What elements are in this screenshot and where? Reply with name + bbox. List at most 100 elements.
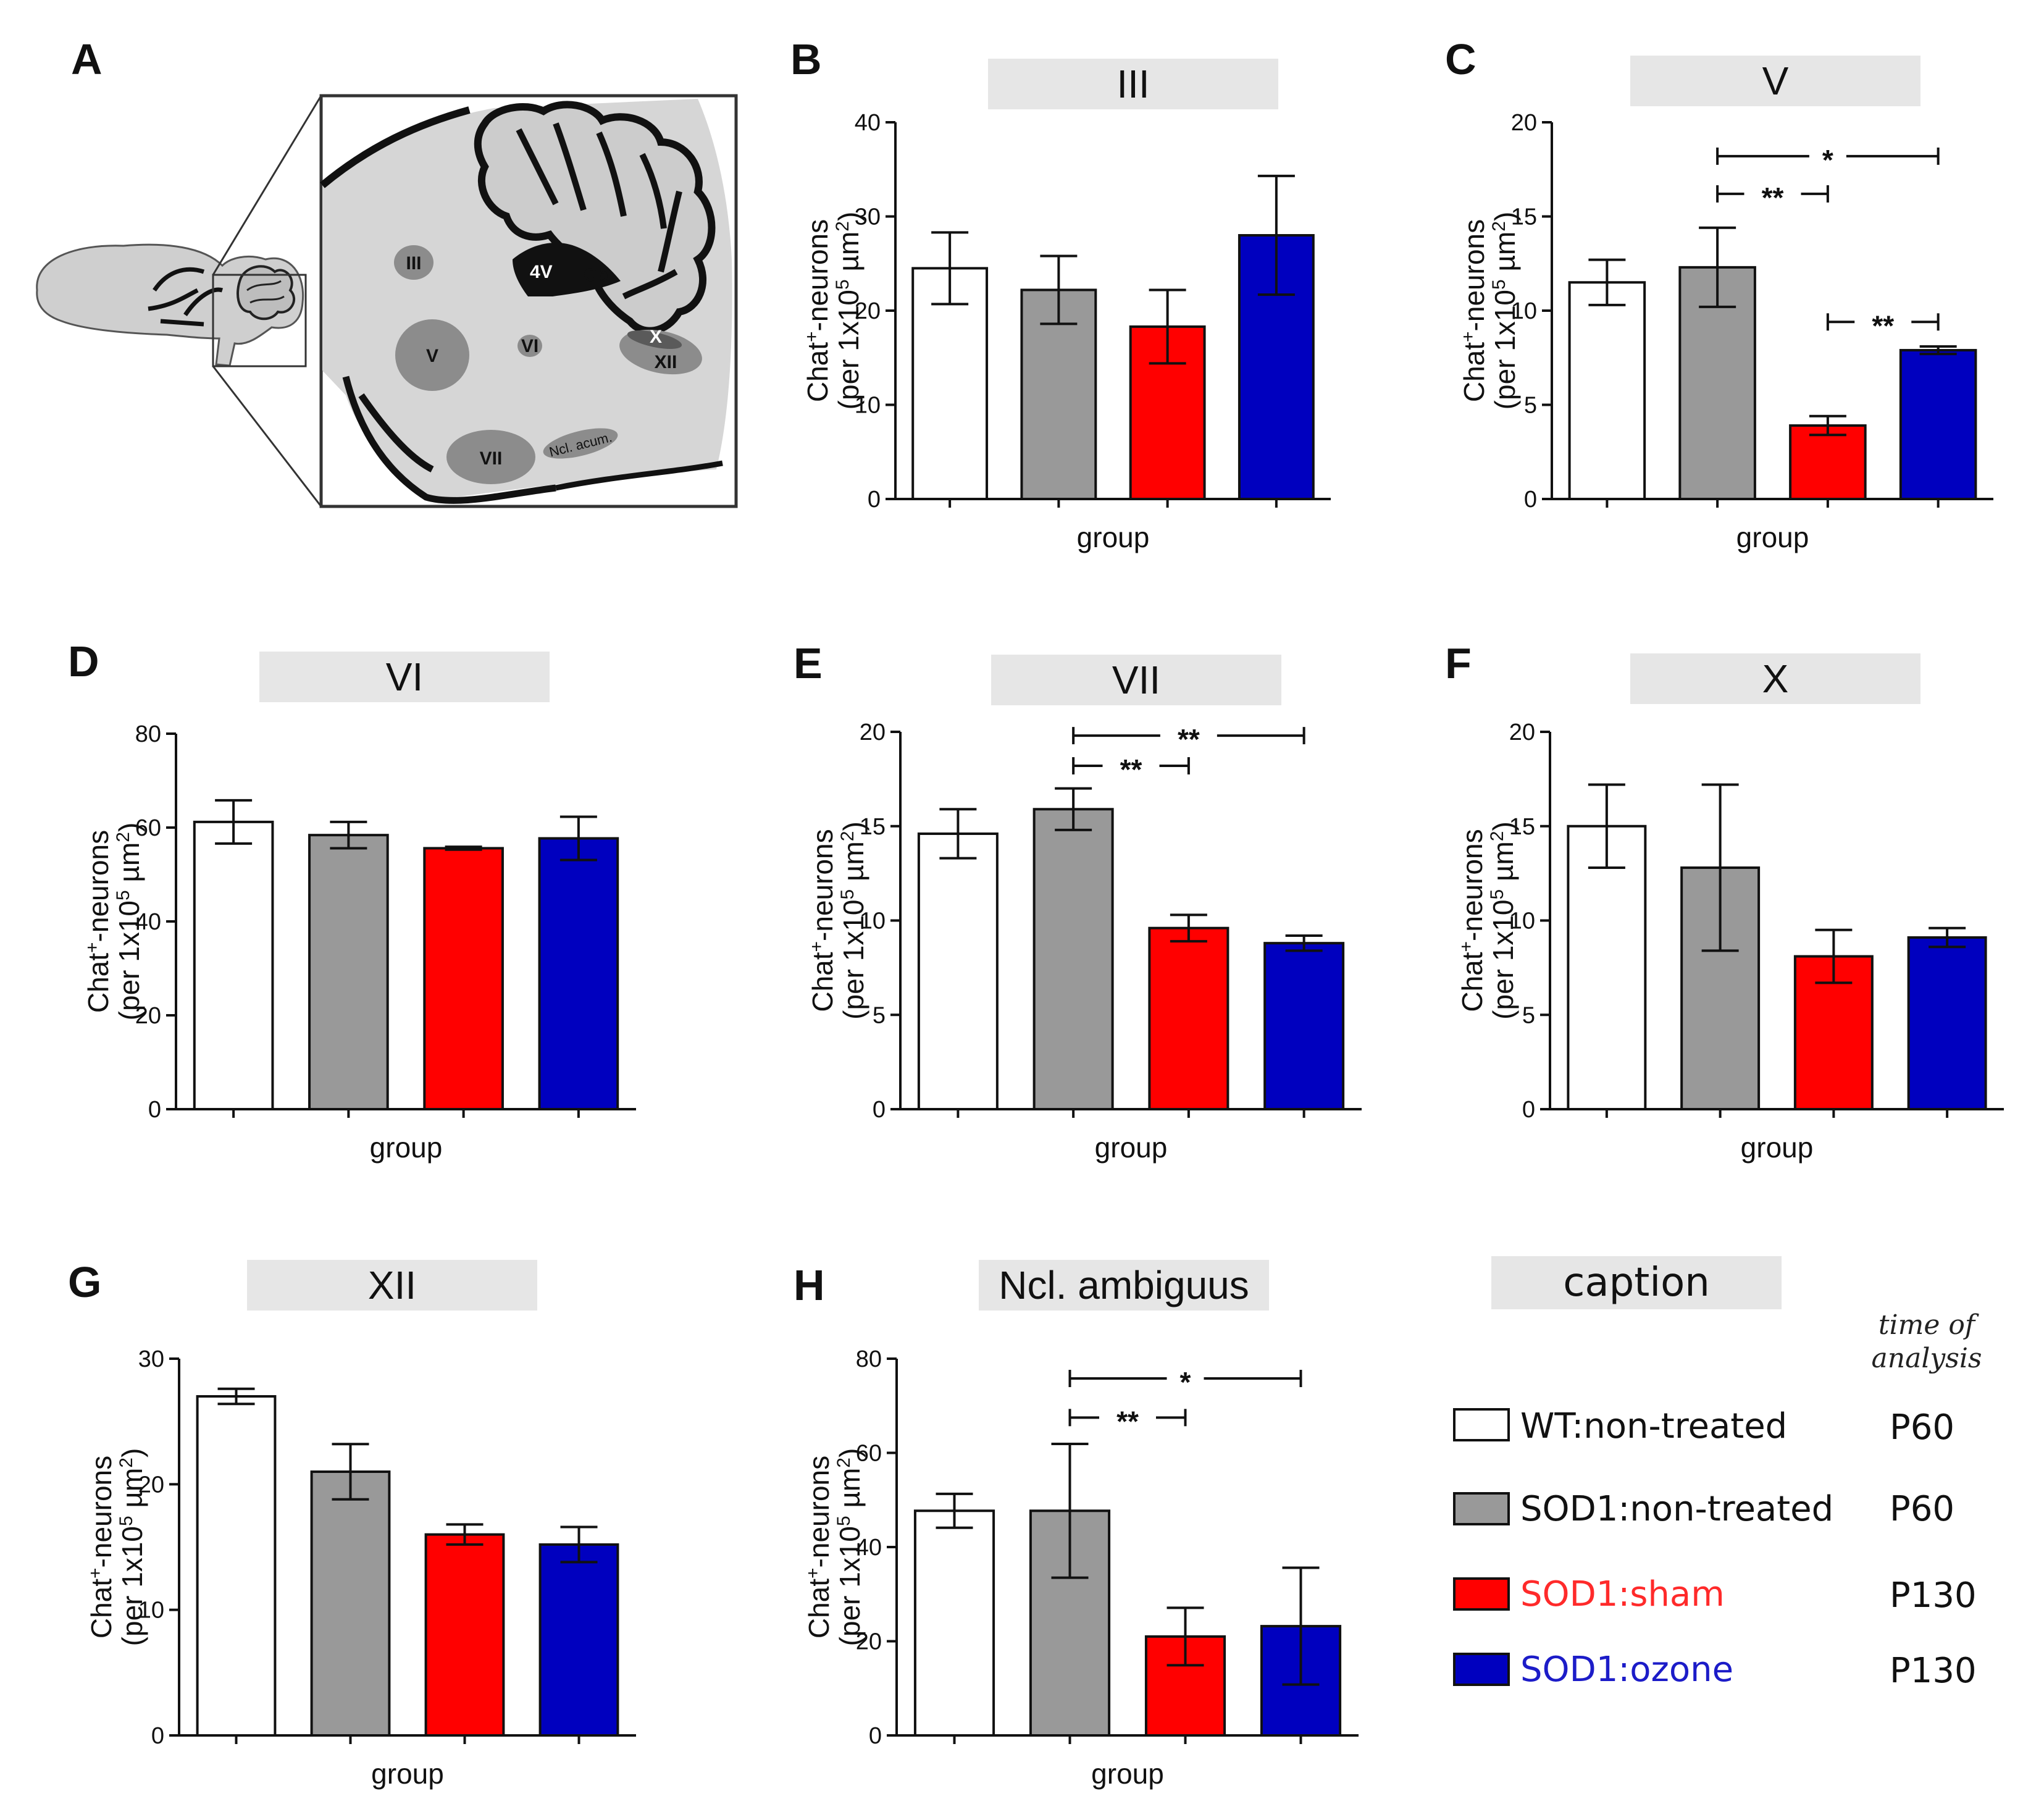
- chart-title-bg-f: [1630, 653, 1920, 704]
- chart-title-bg-b: [988, 59, 1278, 109]
- zoom-box: [212, 274, 307, 367]
- bar-wt-h: [913, 1509, 995, 1737]
- legend-label-sod1-sham: SOD1:sham: [1520, 1574, 1725, 1614]
- y-axis-title-line1-f: Chat+-neurons: [1456, 829, 1489, 1012]
- panel-e: E VII 0 5 10 15 20 Chat+-neurons(per 1x105 µm2)…: [794, 639, 1362, 1164]
- x-axis-title-g: group: [371, 1758, 444, 1790]
- y-tick-label-f: 10: [1509, 908, 1535, 934]
- bar-sod1-ozone-g: [538, 1543, 619, 1737]
- bar-sod1-sham-g: [424, 1533, 505, 1737]
- bar-sod1-sham-d: [423, 847, 504, 1110]
- nucleus-iii-shape: [394, 245, 434, 280]
- y-axis-title-line1-g: Chat+-neurons: [85, 1456, 118, 1638]
- y-tick-label-h: 80: [856, 1346, 882, 1372]
- zoom-line-top: [212, 95, 322, 275]
- chart-title-bg-d: [259, 652, 550, 702]
- panel-d: D VI 0 20 40 60 80 Chat+-neurons(per 1x105 µm2)…: [68, 637, 636, 1164]
- y-tick-label-d: 60: [135, 815, 161, 841]
- x-axis-title-e: group: [1095, 1131, 1168, 1164]
- y-axis-title-line1-h: Chat+-neurons: [803, 1456, 836, 1638]
- bar-wt-d: [193, 820, 274, 1110]
- legend-time-sod1-non-treated: P60: [1890, 1489, 1954, 1529]
- brain-ventricle-lines: [148, 267, 224, 327]
- panel-letter-a: A: [71, 35, 103, 83]
- y-axis-title-line1-d: Chat+-neurons: [82, 830, 115, 1013]
- legend-time-sod1-sham: P130: [1890, 1575, 1977, 1616]
- legend-title: caption: [1563, 1260, 1710, 1306]
- x-axis-title-h: group: [1091, 1758, 1164, 1790]
- y-tick-label-g: 10: [138, 1598, 164, 1624]
- y-tick-label-c: 10: [1511, 298, 1537, 324]
- brainstem-illustration: 4V Cb III V VI X XII VII Ncl. acum.: [319, 94, 738, 508]
- region-label-vii: VII: [480, 448, 503, 469]
- bar-sod1-ozone-d: [538, 837, 619, 1110]
- brainstem-outer-edge: [320, 106, 471, 188]
- legend-swatch-sod1-ozone: [1453, 1653, 1510, 1686]
- panel-letter-e: E: [794, 639, 823, 687]
- region-label-x: X: [650, 327, 662, 347]
- chart-title-e: VII: [1112, 658, 1160, 702]
- panel-letter-g: G: [68, 1258, 101, 1306]
- y-tick-label-g: 0: [151, 1723, 164, 1749]
- chart-title-b: III: [1116, 62, 1149, 106]
- y-tick-label-d: 20: [135, 1003, 161, 1029]
- y-axis-title-line2-b: (per 1x105 µm2): [832, 212, 865, 410]
- chart-title-g: XII: [368, 1263, 416, 1307]
- y-tick-label-c: 5: [1524, 393, 1537, 419]
- y-tick-label-b: 20: [855, 298, 881, 324]
- x-axis-title-b: group: [1077, 521, 1150, 553]
- panel-letter-h: H: [794, 1261, 825, 1309]
- y-tick-label-c: 0: [1524, 487, 1537, 513]
- legend-title-bg: [1491, 1256, 1782, 1309]
- legend-swatch-wt: [1453, 1408, 1510, 1441]
- panel-letter-c: C: [1445, 35, 1476, 83]
- y-tick-label-e: 10: [860, 908, 886, 934]
- chart-title-d: VI: [386, 655, 423, 699]
- y-tick-label-g: 30: [138, 1346, 164, 1372]
- chart-title-bg-h: [979, 1260, 1269, 1311]
- chart-title-bg-g: [247, 1260, 537, 1311]
- chart-title-h: Ncl. ambiguus: [999, 1263, 1249, 1307]
- bar-sod1-non-treated-e: [1032, 808, 1114, 1110]
- panel-a: A 4V Cb III: [36, 35, 738, 508]
- region-label-cb: Cb: [584, 265, 608, 285]
- chart-title-bg-e: [991, 655, 1281, 705]
- y-axis-title-line2-d: (per 1x105 µm2): [113, 823, 146, 1021]
- legend: caption time of analysis WT:non-treated …: [1453, 1256, 1982, 1691]
- panel-g: G XII 0 10 20 30 Chat+-neurons(per 1x105 µm2) g…: [68, 1258, 636, 1790]
- bar-sod1-sham-e: [1148, 926, 1229, 1110]
- brainstem-bottom-edge: [555, 460, 723, 491]
- brainstem-lower-edge: [342, 375, 556, 504]
- legend-swatch-sod1-sham: [1453, 1577, 1510, 1611]
- region-label-4v: 4V: [530, 262, 553, 282]
- chart-title-bg-c: [1630, 56, 1920, 106]
- y-axis-title-line2-g: (per 1x105 µm2): [116, 1448, 149, 1646]
- chart-title-f: X: [1762, 656, 1789, 701]
- y-tick-label-h: 0: [869, 1723, 882, 1749]
- legend-label-wt: WT:non-treated: [1520, 1406, 1787, 1446]
- panel-letter-b: B: [790, 35, 822, 83]
- legend-swatch-sod1-non-treated: [1453, 1492, 1510, 1525]
- y-tick-label-f: 5: [1522, 1002, 1535, 1028]
- significance-label-c: *: [1822, 144, 1833, 176]
- bar-wt-c: [1568, 281, 1646, 500]
- bar-sod1-ozone-f: [1907, 936, 1987, 1110]
- brain-cerebellum-folds: [246, 280, 285, 304]
- y-axis-title-line1-c: Chat+-neurons: [1458, 219, 1491, 402]
- bar-sod1-ozone-c: [1899, 349, 1977, 500]
- brain-cerebellum: [237, 265, 295, 321]
- brain-overview-illustration: [36, 95, 322, 507]
- y-tick-label-h: 60: [856, 1441, 882, 1467]
- y-tick-label-d: 80: [135, 721, 161, 747]
- panel-b: B III 0 10 20 30 40 Chat+-neurons(per 1x105 µm2…: [790, 35, 1331, 553]
- panel-c: C V 0 5 10 15 20 Chat+-neurons(per 1x105 µm2) gr…: [1445, 35, 1993, 553]
- nucleus-x-band: [627, 330, 682, 350]
- region-label-v: V: [426, 346, 438, 366]
- legend-label-sod1-ozone: SOD1:ozone: [1520, 1650, 1733, 1690]
- y-tick-label-b: 10: [855, 393, 881, 419]
- nucleus-v-shape: [395, 319, 469, 391]
- y-tick-label-c: 20: [1511, 110, 1537, 136]
- panel-letter-d: D: [68, 637, 99, 686]
- y-tick-label-e: 0: [873, 1097, 886, 1123]
